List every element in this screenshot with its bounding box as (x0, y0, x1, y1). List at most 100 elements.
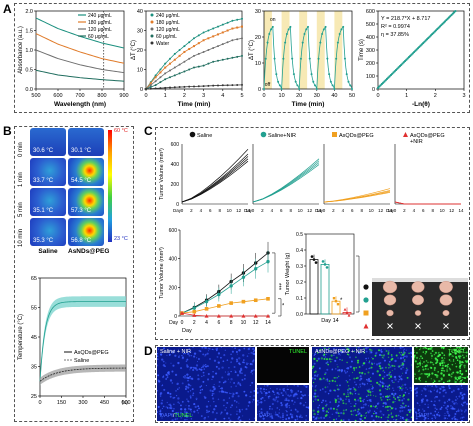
cell-nucleus (238, 357, 241, 360)
x-tick-label: 0 (181, 208, 184, 213)
cell-nucleus (249, 395, 251, 398)
cell-nucleus (187, 407, 190, 410)
data-point (207, 84, 210, 87)
d-left-tunel: TUNEL (288, 349, 307, 355)
cell-nucleus (326, 368, 329, 371)
cell-nucleus (439, 364, 442, 366)
cell-nucleus (319, 348, 322, 351)
cell-nucleus (415, 417, 418, 420)
cell-nucleus (298, 415, 301, 418)
cell-nucleus (421, 366, 424, 368)
cell-nucleus (370, 366, 373, 369)
cell-nucleus (324, 414, 327, 418)
cell-nucleus (315, 384, 317, 387)
cell-nucleus (176, 382, 179, 385)
cell-nucleus (218, 381, 221, 384)
d-left-merge-tunel: TUNEL (174, 413, 193, 419)
cell-nucleus (354, 402, 357, 405)
cell-nucleus (429, 366, 432, 369)
cell-nucleus (328, 408, 330, 410)
bar (320, 264, 330, 315)
panel-b-frame (14, 126, 134, 422)
data-point (338, 32, 341, 35)
cell-nucleus (381, 377, 384, 380)
cell-nucleus (204, 355, 206, 357)
cell-nucleus (389, 398, 391, 400)
cell-nucleus (179, 367, 183, 370)
cell-nucleus (238, 402, 240, 404)
cell-nucleus (401, 385, 403, 387)
cell-nucleus (394, 398, 397, 400)
cell-nucleus (355, 383, 358, 386)
cell-nucleus (404, 404, 407, 407)
y-axis-label: Time (s) (359, 39, 365, 61)
cell-nucleus (317, 357, 320, 360)
x-tick-label: 2 (261, 208, 264, 213)
cell-nucleus (361, 371, 364, 375)
cell-nucleus (436, 359, 439, 361)
thermal-image: 30.1 °C (68, 128, 104, 156)
x-tick-label: 6 (351, 208, 354, 213)
cell-nucleus (420, 399, 424, 402)
cell-nucleus (185, 360, 188, 362)
cell-nucleus (447, 414, 451, 417)
cell-nucleus (329, 389, 331, 392)
data-point (241, 37, 243, 40)
cell-nucleus (171, 351, 175, 354)
cell-nucleus (355, 347, 358, 349)
y-tick-label: 30 (255, 9, 261, 15)
data-point (193, 85, 195, 88)
cell-nucleus (378, 349, 380, 352)
cell-nucleus (415, 356, 419, 360)
cell-nucleus (162, 405, 165, 408)
cell-nucleus (218, 390, 221, 393)
cell-nucleus (394, 368, 396, 370)
y-tick-label: 65 (31, 276, 37, 282)
cell-nucleus (421, 415, 423, 417)
cell-nucleus (425, 350, 428, 353)
cell-nucleus (384, 388, 387, 390)
cell-nucleus (235, 385, 237, 387)
cell-nucleus (224, 391, 227, 394)
cell-nucleus (465, 370, 468, 372)
cell-nucleus (169, 392, 172, 395)
cell-nucleus (267, 395, 270, 398)
x-tick-label: 4 (271, 208, 274, 213)
cell-nucleus (226, 391, 228, 394)
cell-nucleus (245, 366, 248, 369)
cell-nucleus (401, 416, 404, 420)
cell-nucleus (172, 364, 175, 367)
cell-nucleus (402, 366, 404, 369)
x-tick-label: 12 (449, 208, 455, 213)
cell-nucleus (367, 410, 369, 412)
data-point (221, 43, 224, 46)
cell-nucleus (448, 355, 451, 357)
cell-nucleus (371, 385, 373, 387)
cell-nucleus (415, 377, 417, 380)
cell-nucleus (346, 353, 349, 355)
cell-nucleus (314, 398, 317, 401)
cell-nucleus (363, 398, 365, 401)
x-tick-label: 600 (53, 93, 62, 99)
cell-nucleus (217, 361, 220, 364)
cell-nucleus (178, 355, 180, 357)
data-point (333, 88, 336, 90)
cell-nucleus (448, 387, 451, 390)
group-label: AsQDs@PEG (410, 133, 445, 139)
saline-line (39, 367, 127, 382)
data-point (192, 313, 197, 317)
significance-star: *** (359, 284, 362, 292)
data-point (183, 50, 186, 53)
cell-nucleus (461, 387, 463, 389)
cell-nucleus (394, 400, 396, 403)
cell-nucleus (385, 366, 387, 369)
cell-nucleus (449, 354, 452, 356)
cell-nucleus (201, 366, 203, 369)
cell-nucleus (260, 408, 263, 410)
data-point (192, 306, 196, 310)
cell-nucleus (230, 362, 232, 364)
cell-nucleus (272, 390, 274, 393)
tumor-curve (181, 148, 249, 203)
data-point (169, 69, 171, 72)
cell-nucleus (443, 401, 446, 404)
